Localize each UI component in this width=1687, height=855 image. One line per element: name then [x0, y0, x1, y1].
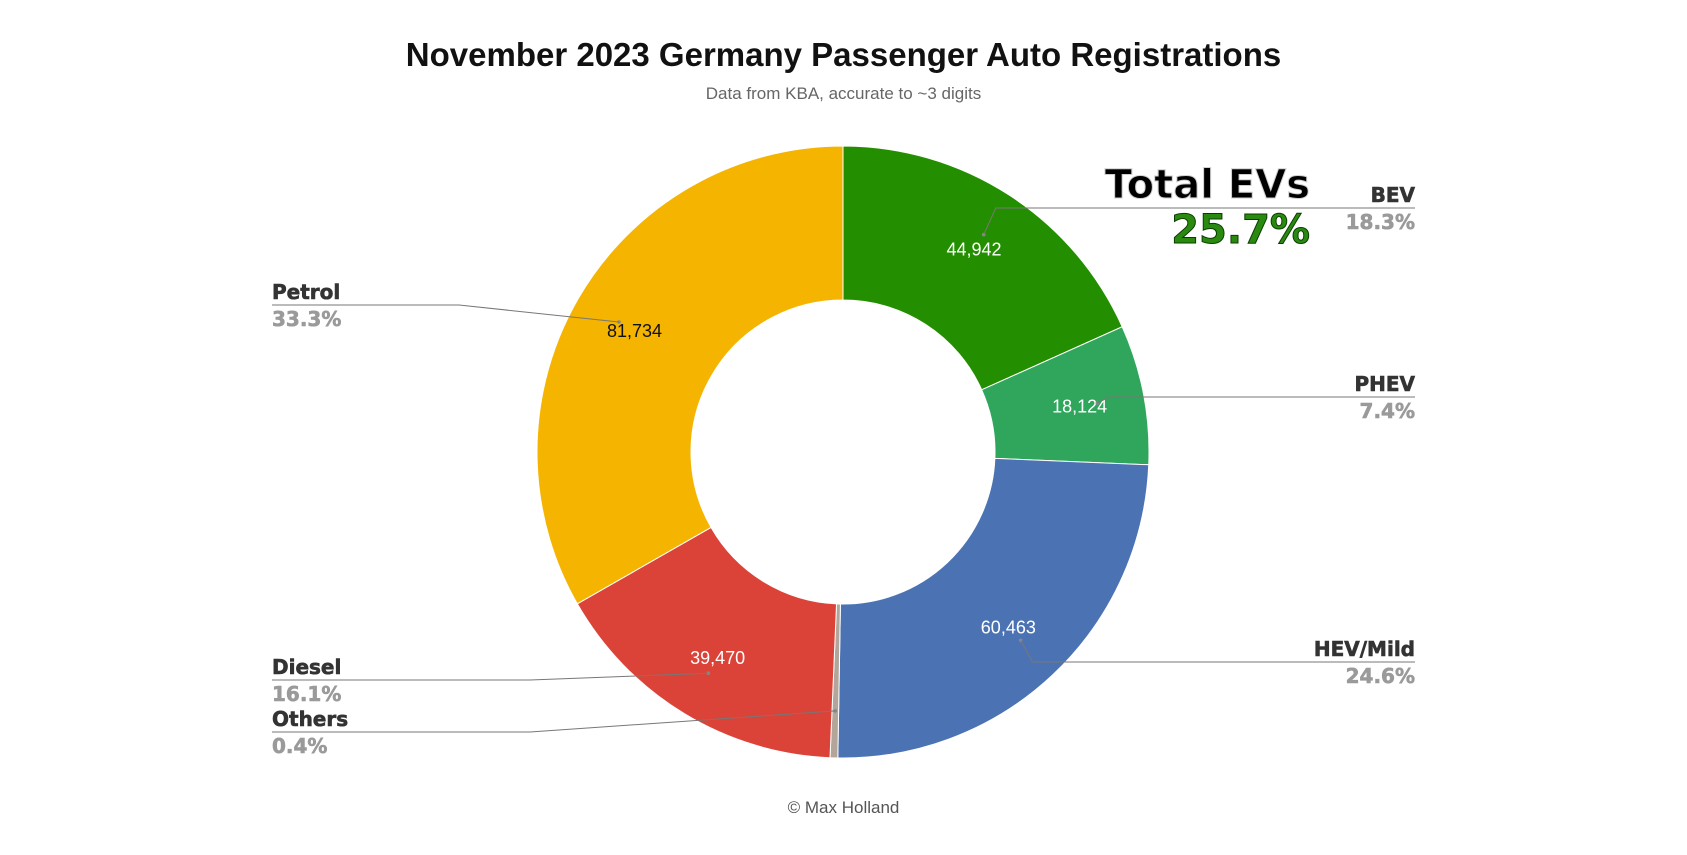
chart-subtitle: Data from KBA, accurate to ~3 digits [705, 84, 982, 103]
callout-percent-bev: 18.3% [1346, 210, 1415, 234]
callout-label-petrol: Petrol [272, 280, 340, 304]
callout-percent-others: 0.4% [272, 734, 327, 758]
callout-label-diesel: Diesel [272, 655, 341, 679]
value-label-diesel: 39,470 [690, 648, 745, 668]
callout-percent-diesel: 16.1% [272, 682, 341, 706]
total-evs-callout: Total EVs 25.7% [1104, 162, 1310, 254]
leader-line-diesel [272, 672, 709, 681]
leader-line-hev [1020, 640, 1415, 663]
value-label-phev: 18,124 [1052, 396, 1107, 416]
callout-percent-petrol: 33.3% [272, 307, 341, 331]
slice-hev [837, 457, 1150, 759]
callout-label-hev: HEV/Mild [1314, 637, 1415, 661]
callout-percent-hev: 24.6% [1346, 664, 1415, 688]
slice-value-labels: 44,942 18,124 60,463 39,470 81,734 [607, 240, 1107, 668]
leader-dot-petrol [617, 320, 621, 324]
total-evs-value: 25.7% [1171, 207, 1310, 253]
leader-line-petrol [272, 304, 620, 323]
leader-dot-phev [1095, 401, 1100, 405]
value-label-bev: 44,942 [946, 240, 1001, 260]
leader-line-bev [983, 207, 1415, 235]
chart-title: November 2023 Germany Passenger Auto Reg… [405, 36, 1282, 73]
leader-line-phev [1097, 396, 1415, 404]
slice-petrol [536, 145, 844, 605]
value-label-petrol: 81,734 [607, 321, 662, 341]
callout-label-phev: PHEV [1354, 372, 1415, 396]
leader-line-others [272, 710, 836, 733]
callout-label-others: Others [272, 707, 348, 731]
donut-slices [536, 145, 1150, 759]
total-evs-title: Total EVs [1105, 162, 1310, 208]
value-label-hev: 60,463 [981, 617, 1036, 637]
slice-callouts: BEV 18.3% PHEV 7.4% HEV/Mild 24.6% Others 0.4% D… [272, 183, 1416, 759]
slice-bev [842, 145, 1123, 391]
slice-diesel [576, 526, 838, 759]
credit-text: © Max Holland [787, 798, 900, 817]
callout-label-bev: BEV [1371, 183, 1416, 207]
callout-percent-phev: 7.4% [1360, 399, 1415, 423]
